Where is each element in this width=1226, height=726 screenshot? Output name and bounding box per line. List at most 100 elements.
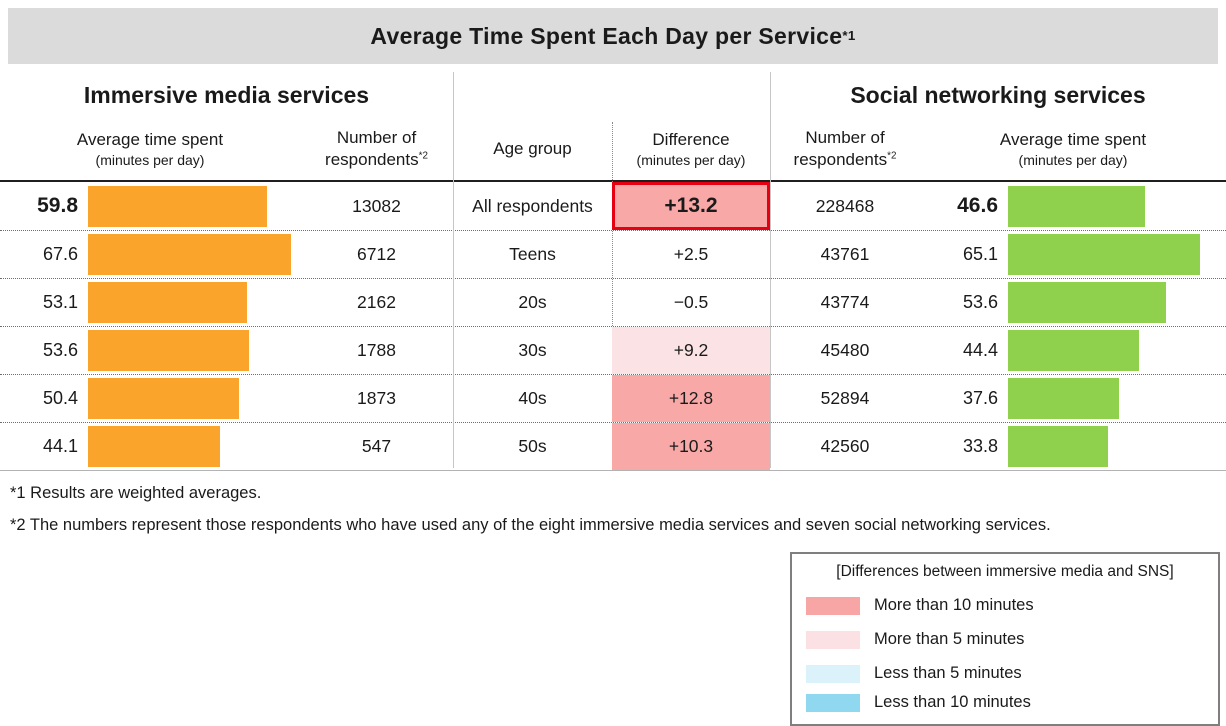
header-sns-time: Average time spent (minutes per day) bbox=[920, 118, 1226, 180]
sns-time-value: 37.6 bbox=[962, 388, 998, 408]
column-header-row: Average time spent (minutes per day) Num… bbox=[0, 118, 1226, 180]
immersive-time-value: 67.6 bbox=[42, 244, 78, 264]
table-row: 53.6 1788 30s +9.2 45480 44.4 bbox=[0, 326, 1226, 374]
difference-value: +13.2 bbox=[612, 182, 770, 230]
sns-respondents-value: 43774 bbox=[820, 292, 870, 312]
immersive-time-value: 53.6 bbox=[42, 340, 78, 360]
sns-respondents-value: 43761 bbox=[820, 244, 870, 264]
header-immersive-time-line1: Average time spent bbox=[76, 129, 224, 149]
immersive-respondents-value: 13082 bbox=[352, 195, 401, 216]
legend-title: [Differences between immersive media and… bbox=[836, 563, 1174, 580]
header-difference: Difference (minutes per day) bbox=[612, 118, 770, 180]
immersive-respondents-value: 547 bbox=[361, 436, 392, 456]
group-title-spacer bbox=[453, 72, 770, 118]
sns-time-bar bbox=[1008, 282, 1166, 323]
sns-bar-cell bbox=[1008, 375, 1226, 422]
sns-time-bar bbox=[1008, 378, 1119, 419]
sns-bar-cell bbox=[1008, 279, 1226, 326]
sns-group-title: Social networking services bbox=[850, 81, 1146, 108]
header-sns-respondents-line1: Number of bbox=[805, 127, 885, 147]
immersive-bar-cell bbox=[88, 182, 300, 230]
immersive-time-value: 59.8 bbox=[37, 194, 78, 217]
column-divider-left bbox=[453, 72, 454, 468]
legend-color-swatch bbox=[806, 596, 860, 615]
sns-respondents-value: 52894 bbox=[820, 388, 870, 408]
immersive-time-value: 53.1 bbox=[42, 292, 78, 312]
immersive-time-bar bbox=[88, 378, 239, 419]
legend-color-swatch bbox=[806, 693, 860, 712]
table-row: 44.1 547 50s +10.3 42560 33.8 bbox=[0, 422, 1226, 470]
header-immersive-respondents: Number of respondents*2 bbox=[300, 118, 453, 180]
header-immersive-respondents-line2: respondents*2 bbox=[325, 150, 428, 169]
legend-items: More than 10 minutes More than 5 minutes… bbox=[806, 596, 1204, 712]
immersive-time-value: 44.1 bbox=[42, 436, 78, 456]
group-title-row: Immersive media services Social networki… bbox=[0, 72, 1226, 118]
sns-bar-cell bbox=[1008, 182, 1226, 230]
age-group-label: Teens bbox=[509, 244, 556, 264]
age-group-label: 30s bbox=[518, 340, 547, 360]
immersive-bar-cell bbox=[88, 231, 300, 278]
sns-time-bar bbox=[1008, 234, 1200, 275]
difference-value: +9.2 bbox=[612, 327, 770, 374]
header-immersive-time: Average time spent (minutes per day) bbox=[0, 118, 300, 180]
header-sns-respondents-line2: respondents*2 bbox=[793, 150, 897, 169]
difference-legend: [Differences between immersive media and… bbox=[790, 552, 1220, 726]
header-difference-line2: (minutes per day) bbox=[636, 151, 746, 168]
immersive-time-bar bbox=[88, 234, 291, 275]
difference-value: +2.5 bbox=[673, 244, 709, 264]
legend-item-label: More than 5 minutes bbox=[874, 630, 1025, 648]
header-sns-time-line1: Average time spent bbox=[999, 129, 1147, 149]
header-difference-line1: Difference bbox=[652, 129, 730, 149]
age-group-label: 40s bbox=[518, 388, 547, 408]
page-title: Average Time Spent Each Day per Service *… bbox=[8, 8, 1218, 64]
sns-time-value: 65.1 bbox=[962, 244, 998, 264]
legend-item: More than 5 minutes bbox=[806, 630, 1204, 649]
immersive-time-bar bbox=[88, 426, 220, 467]
legend-item: More than 10 minutes bbox=[806, 596, 1204, 615]
immersive-respondents-value: 6712 bbox=[357, 244, 396, 264]
immersive-bar-cell bbox=[88, 279, 300, 326]
table-row: 50.4 1873 40s +12.8 52894 37.6 bbox=[0, 374, 1226, 422]
legend-item-label: Less than 10 minutes bbox=[874, 693, 1031, 711]
immersive-time-bar bbox=[88, 282, 247, 323]
sns-time-value: 46.6 bbox=[957, 194, 998, 217]
header-sns-respondents: Number of respondents*2 bbox=[770, 118, 920, 180]
legend-color-swatch bbox=[806, 664, 860, 683]
immersive-group-title: Immersive media services bbox=[83, 81, 370, 108]
page-title-text: Average Time Spent Each Day per Service bbox=[370, 22, 843, 49]
immersive-time-bar bbox=[88, 330, 249, 371]
difference-column-dotted-divider bbox=[612, 122, 613, 468]
table-rows: 59.8 13082 All respondents +13.2 228468 … bbox=[0, 180, 1226, 471]
sns-time-value: 53.6 bbox=[962, 292, 998, 312]
sns-bar-cell bbox=[1008, 231, 1226, 278]
legend-item: Less than 5 minutes bbox=[806, 664, 1204, 683]
immersive-bar-cell bbox=[88, 375, 300, 422]
header-immersive-time-line2: (minutes per day) bbox=[95, 151, 205, 168]
table-row: 53.1 2162 20s −0.5 43774 53.6 bbox=[0, 278, 1226, 326]
header-age-group-label: Age group bbox=[493, 138, 572, 158]
footnotes: *1 Results are weighted averages. *2 The… bbox=[10, 484, 1222, 548]
legend-item-label: Less than 5 minutes bbox=[874, 664, 1022, 682]
sns-respondents-value: 45480 bbox=[820, 340, 870, 360]
immersive-time-value: 50.4 bbox=[42, 388, 78, 408]
sns-time-bar bbox=[1008, 426, 1108, 467]
sns-respondents-value: 42560 bbox=[820, 436, 870, 456]
legend-item-label: More than 10 minutes bbox=[874, 596, 1034, 614]
footnote-1: *1 Results are weighted averages. bbox=[10, 484, 262, 502]
immersive-time-bar bbox=[88, 185, 267, 227]
sns-bar-cell bbox=[1008, 327, 1226, 374]
immersive-bar-cell bbox=[88, 327, 300, 374]
difference-value: +10.3 bbox=[612, 423, 770, 470]
age-group-label: All respondents bbox=[472, 195, 593, 216]
header-sns-time-line2: (minutes per day) bbox=[1018, 151, 1128, 168]
footnote-2: *2 The numbers represent those responden… bbox=[10, 516, 1051, 534]
difference-value: +12.8 bbox=[612, 375, 770, 422]
sns-time-bar bbox=[1008, 185, 1145, 227]
immersive-bar-cell bbox=[88, 423, 300, 470]
sns-bar-cell bbox=[1008, 423, 1226, 470]
difference-value: −0.5 bbox=[673, 292, 709, 312]
immersive-respondents-value: 2162 bbox=[357, 292, 396, 312]
sns-respondents-value: 228468 bbox=[815, 195, 875, 216]
legend-item: Less than 10 minutes bbox=[806, 693, 1204, 712]
header-immersive-respondents-line1: Number of bbox=[336, 127, 417, 147]
